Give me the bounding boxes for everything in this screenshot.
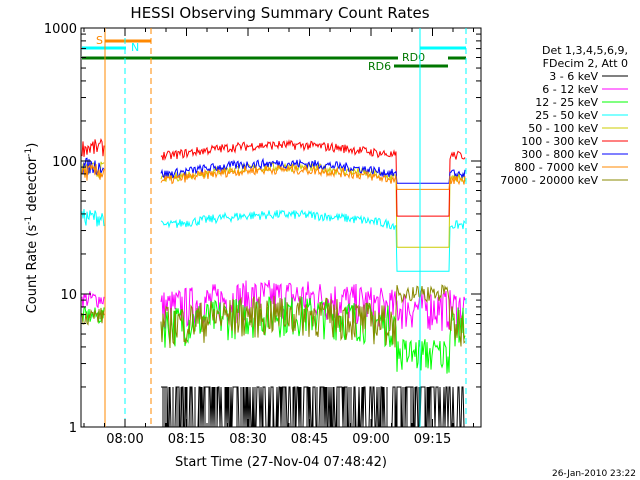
x-tick-label-5: 09:15 [414, 432, 451, 447]
y-tick-label-3: 1000 [44, 22, 77, 37]
legend-label-1: 6 - 12 keV [542, 83, 598, 96]
series-1-main [160, 280, 466, 332]
series-5-early [81, 138, 105, 157]
legend-label-3: 25 - 50 keV [535, 109, 598, 122]
series-1-early [81, 291, 105, 309]
x-tick-label-2: 08:30 [229, 432, 266, 447]
flag-layer: S N RD0 RD6 [82, 28, 467, 427]
series-5-main [160, 139, 466, 217]
x-tick-label-3: 08:45 [291, 432, 328, 447]
series-2-main [160, 296, 466, 374]
x-tick-label-0: 08:00 [106, 432, 143, 447]
timestamp: 26-Jan-2010 23:22 [552, 469, 636, 479]
legend: Det 1,3,4,5,6,9,FDecim 2, Att 03 - 6 keV… [500, 44, 628, 187]
y-axis-label: Count Rate (s-1 detector-1) [24, 143, 40, 314]
y-tick-label-1: 10 [60, 288, 77, 303]
y-tick-label-0: 1 [69, 421, 77, 436]
legend-label-2: 12 - 25 keV [535, 96, 598, 109]
x-tick-label-1: 08:15 [168, 432, 205, 447]
x-tick-label-4: 09:00 [352, 432, 389, 447]
legend-label-7: 800 - 7000 keV [514, 161, 598, 174]
x-axis-label: Start Time (27-Nov-04 07:48:42) [175, 455, 387, 470]
legend-header-1: FDecim 2, Att 0 [543, 57, 628, 70]
chart-title: HESSI Observing Summary Count Rates [130, 4, 429, 22]
series-6-main [160, 157, 466, 184]
flag-rd6-label: RD6 [368, 60, 391, 73]
series-7-main [160, 163, 466, 190]
series-8-early [81, 307, 105, 326]
legend-label-8: 7000 - 20000 keV [500, 174, 598, 187]
series-3-early [81, 209, 105, 227]
series-7-early [81, 163, 105, 181]
series-3-main [160, 209, 466, 272]
flag-n-label: N [131, 41, 139, 54]
legend-label-6: 300 - 800 keV [521, 148, 598, 161]
legend-header-0: Det 1,3,4,5,6,9, [542, 44, 628, 57]
series-4-main [160, 161, 466, 248]
legend-label-5: 100 - 300 keV [521, 135, 598, 148]
axis-layer: 08:00 08:15 08:30 08:45 09:00 09:15 1 10 100 1000 [44, 22, 481, 447]
legend-label-0: 3 - 6 keV [549, 70, 598, 83]
flag-s-label: S [96, 34, 103, 47]
legend-label-4: 50 - 100 keV [528, 122, 598, 135]
series-2-early [81, 306, 105, 325]
data-layer [81, 138, 466, 428]
series-8-main [160, 284, 466, 349]
y-tick-label-2: 100 [52, 155, 77, 170]
flag-rd0-label: RD0 [402, 51, 425, 64]
